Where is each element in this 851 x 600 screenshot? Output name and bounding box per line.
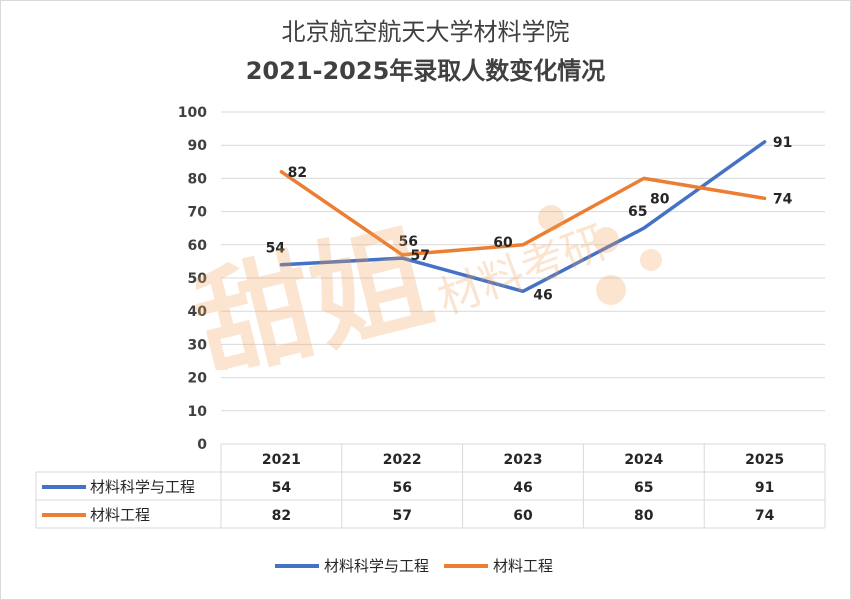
y-tick-label: 50 [188, 271, 208, 287]
y-tick-label: 70 [188, 205, 208, 221]
data-label: 91 [773, 135, 792, 151]
legend-label: 材料工程 [493, 557, 553, 575]
series-line [279, 140, 767, 294]
y-tick-label: 30 [188, 337, 208, 353]
table-cell: 91 [755, 480, 774, 496]
category-label: 2021 [262, 452, 301, 468]
chart-title-line1: 北京航空航天大学材料学院 [281, 18, 570, 46]
data-table: 2021 2022 2023 2024 2025 材料科学与工程 54 56 46 65 91 材料工… [35, 443, 826, 529]
y-tick-label: 90 [188, 138, 208, 154]
category-label: 2022 [383, 452, 422, 468]
data-label: 54 [266, 241, 286, 257]
legend: 材料科学与工程 材料工程 [275, 557, 553, 575]
series-lines [279, 140, 767, 294]
y-tick-label: 40 [188, 304, 208, 320]
table-cell: 56 [392, 480, 411, 496]
table-series-label: 材料科学与工程 [90, 478, 195, 496]
data-label: 57 [410, 248, 429, 264]
y-tick-label: 60 [188, 238, 208, 254]
category-label: 2023 [504, 452, 543, 468]
data-label: 60 [493, 235, 513, 251]
legend-label: 材料科学与工程 [324, 557, 429, 575]
table-cell: 80 [634, 508, 654, 524]
series-line [279, 170, 767, 257]
data-label: 46 [533, 287, 552, 303]
y-tick-label: 100 [178, 105, 207, 121]
table-cell: 54 [272, 480, 292, 496]
y-tick-label: 20 [188, 371, 208, 387]
category-label: 2025 [745, 452, 784, 468]
table-cell: 60 [513, 508, 533, 524]
table-cell: 57 [392, 508, 411, 524]
y-tick-label: 10 [188, 404, 208, 420]
table-cell: 46 [513, 480, 532, 496]
category-label: 2024 [624, 452, 663, 468]
chart-title-line2: 2021-2025年录取人数变化情况 [245, 57, 606, 85]
table-cell: 82 [272, 508, 291, 524]
y-axis-ticks: 0 10 20 30 40 50 60 70 80 90 100 [178, 105, 207, 453]
data-label: 82 [288, 165, 307, 181]
data-label: 74 [773, 191, 793, 207]
y-tick-label: 80 [188, 171, 208, 187]
table-series-label: 材料工程 [90, 506, 150, 524]
data-labels: 54 56 46 65 91 82 57 60 80 74 [266, 135, 793, 303]
data-label: 80 [650, 191, 670, 207]
table-cell: 74 [755, 508, 775, 524]
data-label: 56 [398, 234, 417, 250]
data-label: 65 [628, 204, 647, 220]
table-cell: 65 [634, 480, 653, 496]
y-tick-label: 0 [197, 437, 207, 453]
